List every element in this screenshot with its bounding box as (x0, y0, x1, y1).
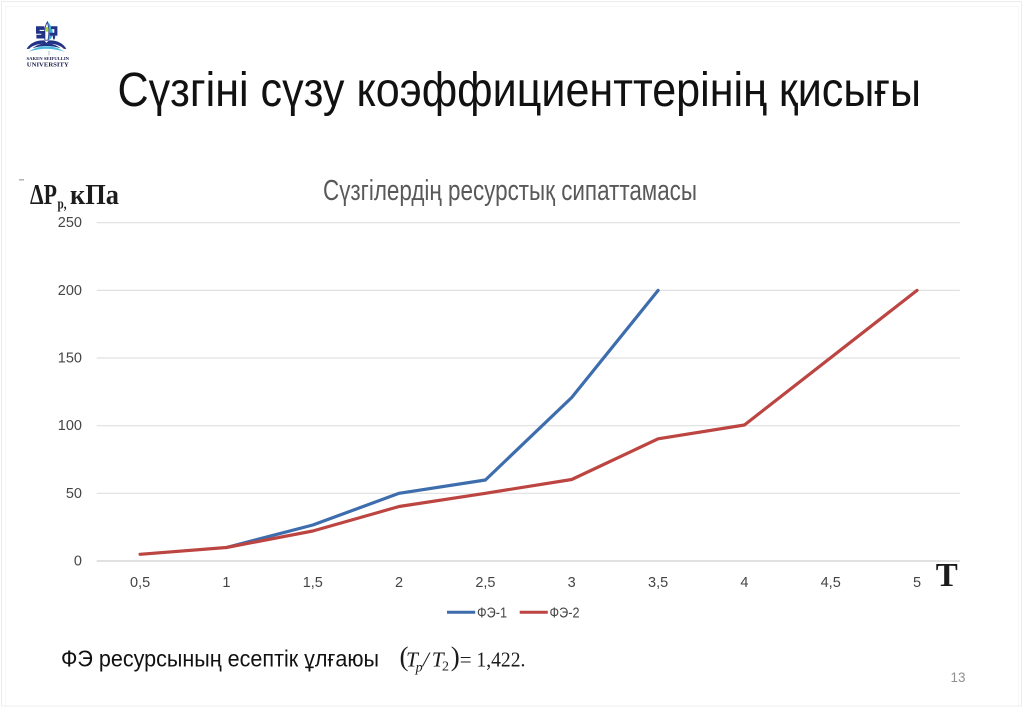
svg-text:100: 100 (58, 418, 82, 434)
svg-text:3: 3 (568, 575, 576, 591)
svg-text:Т: Т (936, 557, 958, 594)
svg-text:=: = (460, 647, 472, 671)
svg-text:2: 2 (395, 575, 403, 591)
svg-text:0: 0 (74, 554, 82, 570)
svg-text:2,5: 2,5 (475, 575, 495, 591)
svg-text:ΔP: ΔP (30, 179, 57, 211)
svg-text:150: 150 (58, 351, 82, 367)
svg-text:T: T (432, 647, 446, 671)
svg-text:р,: р, (58, 197, 67, 213)
svg-text:Сүзгілердің ресурстық сипаттам: Сүзгілердің ресурстық сипаттамасы (323, 175, 697, 207)
svg-text:1: 1 (222, 575, 230, 591)
svg-text:SAKEN SEIFULLIN: SAKEN SEIFULLIN (27, 56, 70, 61)
svg-text:): ) (451, 642, 460, 672)
svg-text:50: 50 (66, 486, 82, 502)
svg-text:UNIVERSITY: UNIVERSITY (27, 61, 69, 68)
svg-text:5: 5 (913, 575, 921, 591)
svg-text:Сүзгіні сүзу коэффициенттеріні: Сүзгіні сүзу коэффициенттерінің қисығы (118, 63, 922, 117)
svg-text:/: / (422, 647, 431, 671)
svg-text:3,5: 3,5 (648, 575, 668, 591)
svg-text:4,5: 4,5 (821, 575, 841, 591)
svg-text:1,422.: 1,422. (476, 647, 525, 671)
svg-text:p: p (415, 661, 423, 676)
svg-text:250: 250 (58, 215, 82, 231)
svg-text:1,5: 1,5 (303, 575, 323, 591)
svg-text:0,5: 0,5 (130, 575, 150, 591)
svg-text:(: ( (400, 642, 409, 672)
svg-text:ФЭ-2: ФЭ-2 (550, 606, 580, 622)
svg-text:ФЭ ресурсының есептік ұлғаюы: ФЭ ресурсының есептік ұлғаюы (61, 646, 379, 672)
svg-text:ФЭ-1: ФЭ-1 (477, 606, 507, 622)
svg-text:2: 2 (442, 660, 449, 675)
svg-text:4: 4 (740, 575, 748, 591)
svg-text:T: T (406, 647, 420, 671)
svg-text:кПа: кПа (70, 179, 119, 211)
svg-text:13: 13 (950, 670, 965, 685)
svg-text:200: 200 (58, 283, 82, 299)
